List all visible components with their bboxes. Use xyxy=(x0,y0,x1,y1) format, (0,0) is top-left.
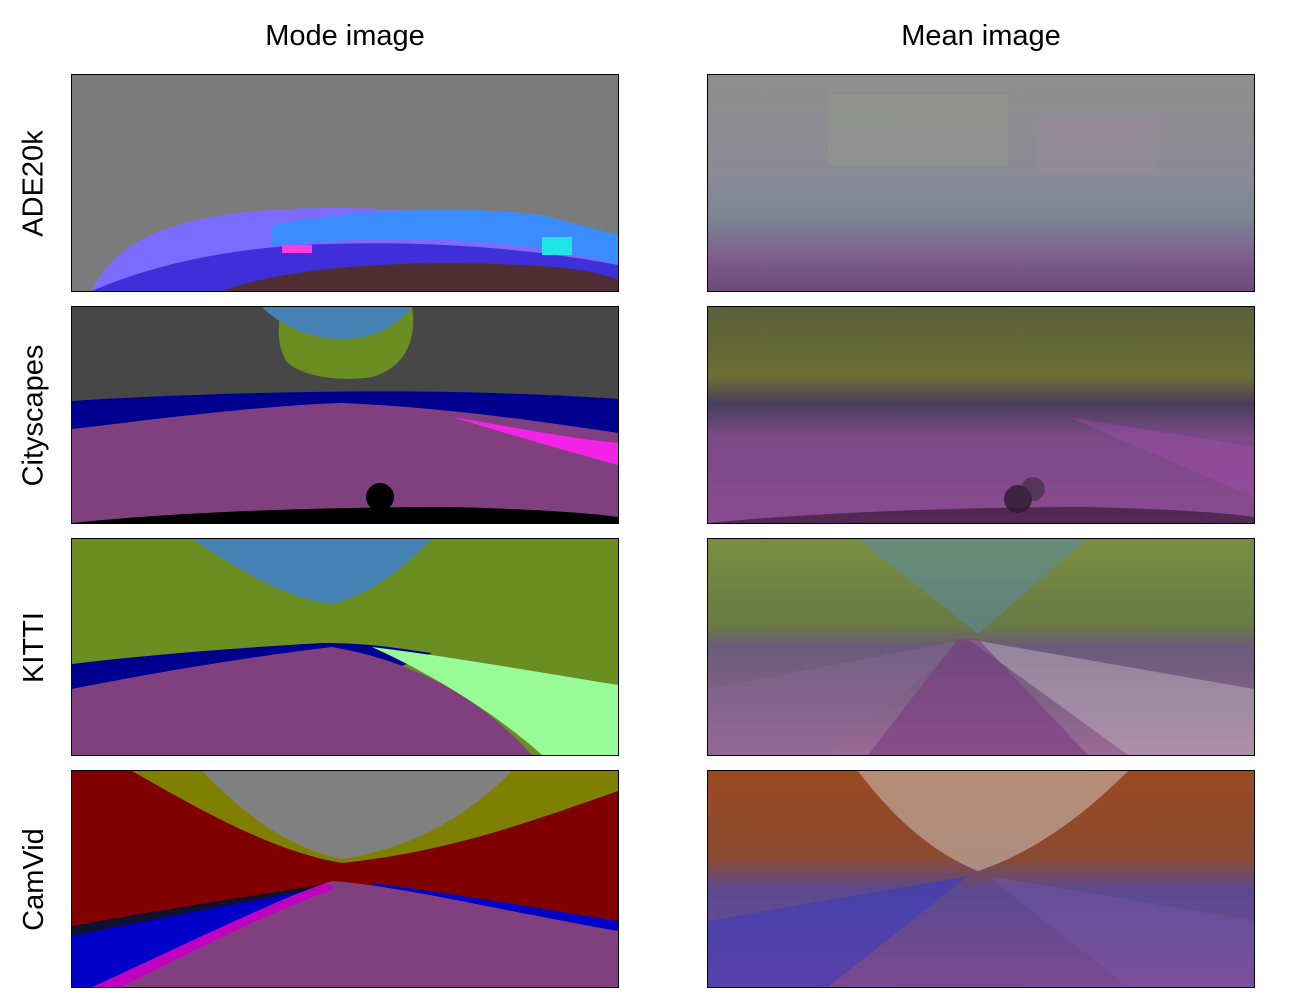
camvid-mean-image xyxy=(707,770,1255,988)
ade20k-mean-image xyxy=(707,74,1255,292)
column-title-mode: Mode image xyxy=(265,20,425,52)
row-label-camvid: CamVid xyxy=(17,827,50,931)
ade20k-mode-image xyxy=(71,74,619,292)
column-title-mean: Mean image xyxy=(901,20,1061,52)
row-label-ade20k: ADE20k xyxy=(17,129,50,237)
row-label-cityscapes: Cityscapes xyxy=(17,344,50,486)
kitti-mean-image xyxy=(707,538,1255,756)
row-label-kitti: KITTI xyxy=(17,611,50,683)
kitti-mode-image xyxy=(71,538,619,756)
camvid-mode-image xyxy=(71,770,619,988)
cityscapes-mean-image xyxy=(707,306,1255,524)
cityscapes-mode-image xyxy=(71,306,619,524)
